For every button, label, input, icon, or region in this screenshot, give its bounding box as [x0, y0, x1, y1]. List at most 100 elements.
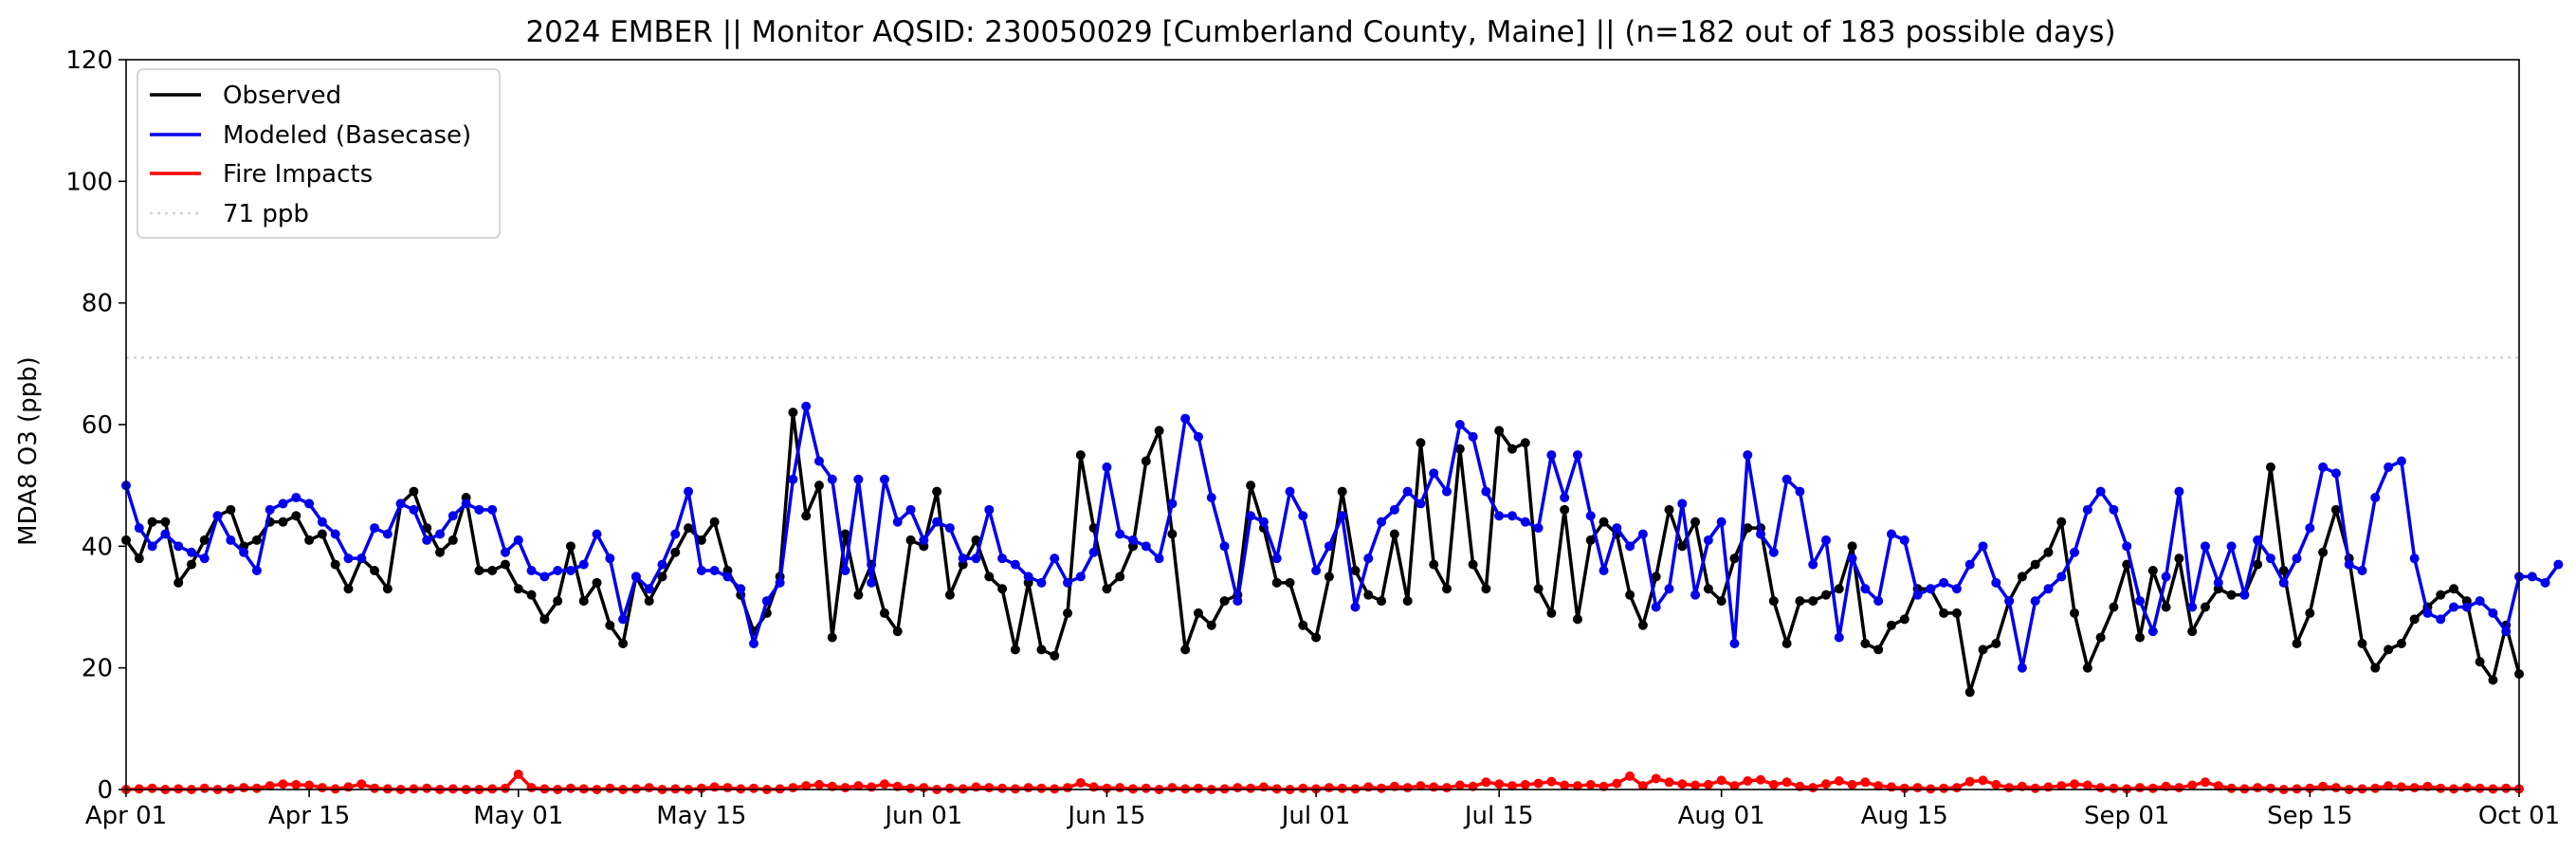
- data-point-observed: [330, 559, 340, 570]
- data-point-observed: [1808, 596, 1818, 607]
- data-point-observed: [2396, 639, 2406, 648]
- data-point-observed: [2043, 547, 2054, 557]
- data-point-fire-impacts: [2330, 783, 2341, 793]
- data-point-modeled-basecase: [461, 499, 471, 509]
- data-point-observed: [1115, 572, 1125, 582]
- legend-label-fire: Fire Impacts: [223, 160, 373, 189]
- data-point-modeled-basecase: [984, 504, 995, 515]
- data-point-observed: [422, 523, 432, 534]
- data-point-modeled-basecase: [971, 554, 981, 564]
- data-point-observed: [1481, 584, 1491, 594]
- data-point-observed: [905, 535, 916, 545]
- data-point-modeled-basecase: [1442, 486, 1452, 497]
- data-point-modeled-basecase: [2017, 662, 2027, 673]
- data-point-fire-impacts: [1429, 782, 1439, 792]
- legend: Observed Modeled (Basecase) Fire Impacts…: [137, 68, 501, 239]
- data-point-fire-impacts: [1860, 777, 1871, 788]
- data-point-modeled-basecase: [212, 511, 223, 521]
- data-point-modeled-basecase: [1271, 554, 1282, 564]
- data-point-fire-impacts: [1821, 779, 1832, 789]
- data-point-modeled-basecase: [1546, 450, 1557, 461]
- data-point-fire-impacts: [2396, 782, 2406, 792]
- data-point-modeled-basecase: [879, 474, 889, 484]
- data-point-observed: [1716, 596, 1726, 607]
- data-point-fire-impacts: [1233, 783, 1243, 793]
- data-point-fire-impacts: [239, 783, 249, 793]
- data-point-observed: [2017, 572, 2027, 582]
- data-point-fire-impacts: [1964, 776, 1975, 787]
- data-point-fire-impacts: [1520, 779, 1530, 789]
- data-point-fire-impacts: [1560, 780, 1570, 790]
- data-point-observed: [1768, 596, 1779, 607]
- x-tick-label: Aug 15: [1861, 802, 1948, 830]
- data-point-observed: [291, 511, 301, 521]
- data-point-modeled-basecase: [134, 523, 144, 534]
- data-point-modeled-basecase: [2239, 590, 2250, 600]
- data-point-modeled-basecase: [2056, 572, 2067, 582]
- data-point-modeled-basecase: [2147, 626, 2158, 637]
- data-point-modeled-basecase: [2305, 523, 2315, 534]
- data-point-observed: [2330, 504, 2341, 515]
- data-point-fire-impacts: [2095, 783, 2106, 793]
- data-point-fire-impacts: [1886, 782, 1896, 792]
- data-point-fire-impacts: [1377, 783, 1387, 793]
- data-point-fire-impacts: [500, 783, 510, 793]
- data-point-observed: [435, 547, 446, 557]
- data-point-modeled-basecase: [1572, 450, 1582, 461]
- data-point-observed: [813, 481, 824, 491]
- data-point-observed: [1285, 577, 1295, 588]
- data-point-observed: [2265, 462, 2275, 472]
- data-point-fire-impacts: [722, 783, 733, 793]
- data-point-observed: [565, 541, 575, 552]
- data-point-fire-impacts: [1036, 783, 1047, 793]
- data-point-modeled-basecase: [1311, 566, 1322, 575]
- chart-title: 2024 EMBER || Monitor AQSID: 230050029 […: [525, 15, 2115, 49]
- data-point-observed: [684, 523, 694, 534]
- data-point-modeled-basecase: [1063, 577, 1073, 588]
- data-point-fire-impacts: [1703, 779, 1713, 789]
- data-point-modeled-basecase: [592, 529, 602, 539]
- data-point-observed: [539, 614, 550, 625]
- data-point-modeled-basecase: [474, 504, 484, 515]
- data-point-fire-impacts: [971, 782, 981, 792]
- data-point-modeled-basecase: [1507, 511, 1517, 521]
- data-point-fire-impacts: [1781, 777, 1792, 788]
- data-point-modeled-basecase: [605, 554, 615, 564]
- data-point-modeled-basecase: [630, 572, 641, 582]
- x-tick-label: Jul 15: [1463, 802, 1534, 830]
- data-point-modeled-basecase: [291, 493, 301, 502]
- data-point-fire-impacts: [147, 783, 157, 793]
- data-point-modeled-basecase: [1075, 572, 1086, 582]
- data-point-observed: [251, 535, 262, 545]
- data-point-observed: [278, 517, 288, 527]
- data-point-modeled-basecase: [2422, 608, 2433, 618]
- data-point-modeled-basecase: [1023, 572, 1033, 582]
- data-point-observed: [1795, 596, 1805, 607]
- data-point-modeled-basecase: [2318, 462, 2329, 472]
- data-point-modeled-basecase: [1743, 450, 1753, 461]
- data-point-fire-impacts: [2370, 783, 2381, 793]
- data-point-fire-impacts: [709, 782, 720, 792]
- data-point-modeled-basecase: [147, 541, 157, 552]
- data-point-observed: [1324, 572, 1334, 582]
- data-point-fire-impacts: [199, 783, 210, 793]
- data-point-modeled-basecase: [1795, 486, 1805, 497]
- data-point-modeled-basecase: [1964, 559, 1975, 570]
- data-point-modeled-basecase: [174, 541, 184, 552]
- data-point-fire-impacts: [1912, 783, 1923, 793]
- data-point-fire-impacts: [853, 781, 864, 791]
- data-point-fire-impacts: [1075, 777, 1086, 788]
- data-point-fire-impacts: [1834, 776, 1844, 787]
- data-point-observed: [1075, 450, 1086, 461]
- data-point-modeled-basecase: [2501, 626, 2512, 637]
- data-point-fire-impacts: [2187, 780, 2198, 790]
- data-point-modeled-basecase: [160, 529, 171, 539]
- data-point-observed: [160, 517, 171, 527]
- data-point-modeled-basecase: [1350, 602, 1361, 612]
- data-point-observed: [1167, 529, 1178, 539]
- data-point-observed: [892, 626, 903, 637]
- data-point-observed: [1899, 614, 1909, 625]
- data-point-observed: [1939, 608, 1949, 618]
- data-point-modeled-basecase: [435, 529, 446, 539]
- data-point-modeled-basecase: [1991, 577, 2001, 588]
